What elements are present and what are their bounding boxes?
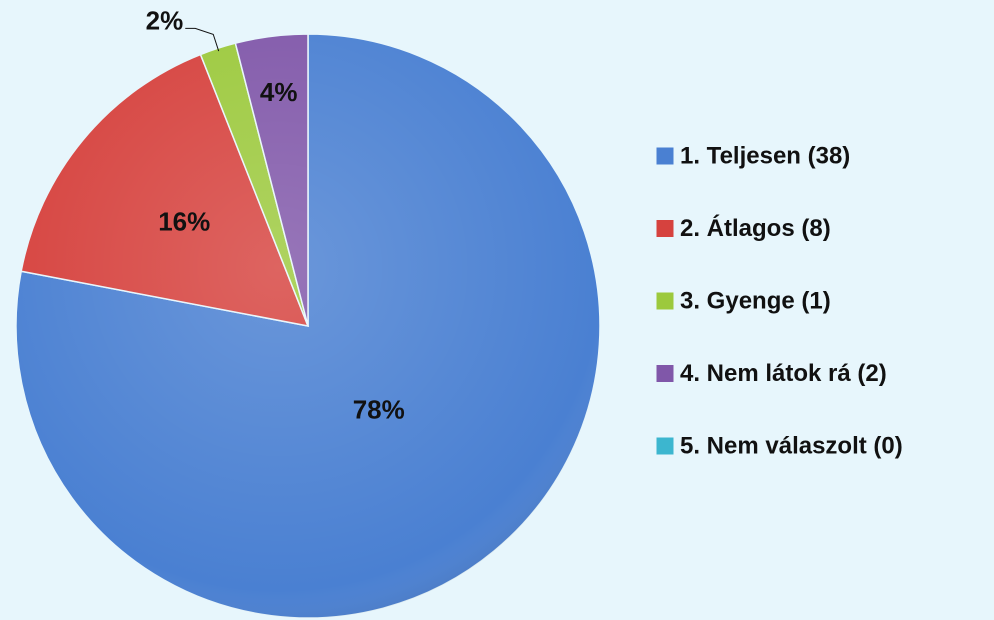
legend-label: 3. Gyenge (1) [680, 287, 831, 314]
data-label: 2% [146, 5, 184, 35]
legend-label: 2. Átlagos (8) [680, 214, 831, 242]
legend-label: 4. Nem látok rá (2) [680, 360, 887, 387]
legend-swatch [655, 291, 675, 311]
data-label: 16% [158, 207, 210, 237]
legend-label: 1. Teljesen (38) [680, 142, 850, 169]
leader-line [185, 27, 220, 52]
legend-swatch [655, 364, 675, 383]
legend-swatch [655, 436, 675, 456]
data-label: 78% [353, 394, 405, 424]
legend-label: 5. Nem válaszolt (0) [680, 432, 903, 459]
legend-swatch [655, 146, 675, 166]
legend-swatch [655, 219, 675, 238]
data-label: 4% [260, 77, 298, 107]
